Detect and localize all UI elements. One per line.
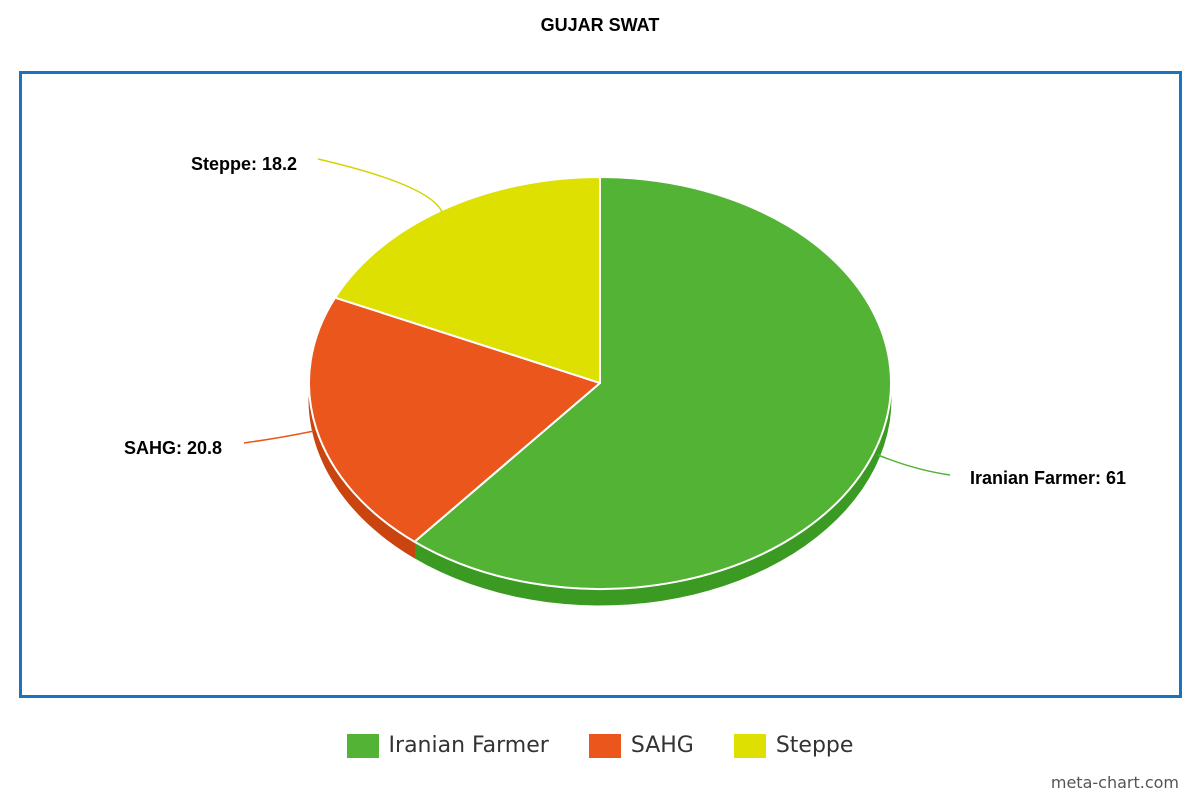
pie-slice-steppe	[334, 176, 601, 384]
legend: Iranian Farmer SAHG Steppe	[0, 733, 1200, 758]
legend-swatch-steppe	[733, 733, 766, 758]
data-label-sahg: SAHG: 20.8	[124, 438, 222, 458]
leader-line-sahg	[243, 430, 315, 444]
pie-slice-sahg	[308, 296, 601, 543]
leader-line-steppe	[317, 158, 443, 213]
legend-label-sahg: SAHG	[630, 733, 694, 758]
legend-swatch-sahg	[588, 733, 621, 758]
pie-slice-iranian-farmer	[413, 176, 892, 590]
legend-label-steppe: Steppe	[775, 733, 854, 758]
leader-line-iranian-farmer	[877, 454, 951, 476]
legend-item-iranian-farmer[interactable]: Iranian Farmer	[346, 733, 549, 758]
plot-area-frame	[19, 71, 1182, 698]
data-label-steppe: Steppe: 18.2	[191, 154, 297, 174]
legend-item-sahg[interactable]: SAHG	[588, 733, 694, 758]
chart-title: GUJAR SWAT	[540, 15, 660, 35]
legend-item-steppe[interactable]: Steppe	[733, 733, 854, 758]
data-label-iranian-farmer: Iranian Farmer: 61	[970, 468, 1126, 488]
legend-swatch-iranian-farmer	[346, 733, 379, 758]
legend-label-iranian-farmer: Iranian Farmer	[388, 733, 549, 758]
watermark: meta-chart.com	[1050, 773, 1179, 792]
